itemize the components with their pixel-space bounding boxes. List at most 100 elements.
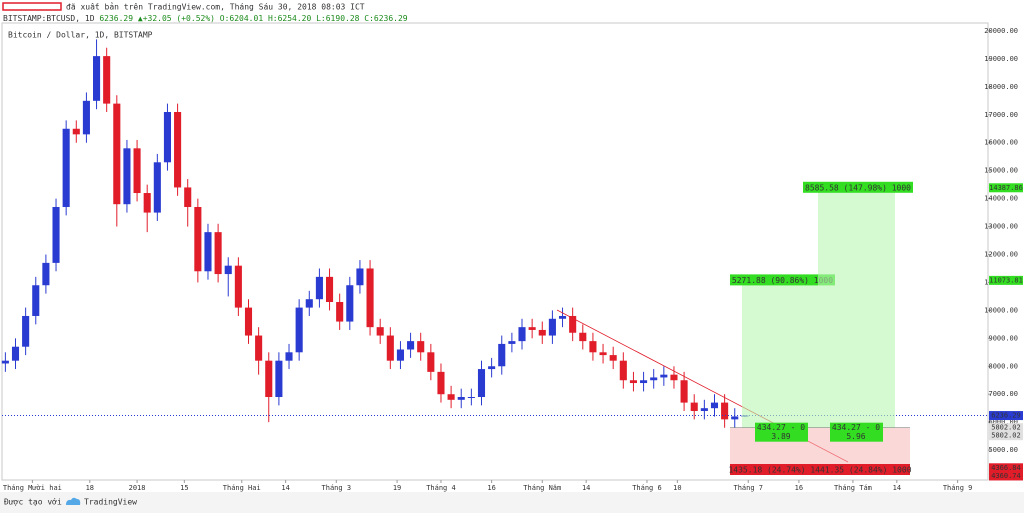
y-tick-label: 9000.00 <box>988 334 1018 342</box>
profit-zone <box>818 187 895 428</box>
candle-body <box>640 380 648 384</box>
entry-label-box <box>830 422 883 442</box>
x-tick-label: 18 <box>86 484 94 492</box>
candle-body <box>731 416 739 420</box>
candle-body <box>579 332 587 342</box>
price-label-box <box>989 431 1023 441</box>
candle-body <box>660 374 668 378</box>
target-label-box <box>803 181 913 193</box>
x-tick-label: 19 <box>393 484 401 492</box>
candle-body <box>427 352 435 372</box>
ratio-label: 5.96 <box>846 432 865 441</box>
candle-body <box>619 360 627 381</box>
target-label: 5271.88 (90.86%) 1000 <box>732 276 833 285</box>
candle-body <box>1 360 9 364</box>
candle-body <box>710 402 719 409</box>
price-label-box <box>989 423 1023 433</box>
x-tick-label: Tháng Tám <box>834 484 872 492</box>
candle-body <box>163 111 172 163</box>
candle-body <box>447 394 455 400</box>
candle-body <box>467 397 475 399</box>
x-tick-label: Tháng 7 <box>733 484 763 492</box>
stop-label-box <box>730 464 910 475</box>
candle-body <box>143 193 151 213</box>
candle-body <box>255 335 263 361</box>
footer-brand: TradingView <box>84 498 137 507</box>
candle-body <box>52 207 60 263</box>
axes: 5000.00 6000.00 7000.00 8000.00 9000.00 10000… <box>3 27 1023 492</box>
candle-body <box>366 268 374 328</box>
price-label: 4360.74 <box>991 472 1021 480</box>
candle-body <box>609 355 617 361</box>
price-label-box <box>989 411 1023 421</box>
profit-zone <box>742 280 818 428</box>
candle-body <box>518 327 526 342</box>
candle-body <box>123 148 131 205</box>
price-label-box <box>989 183 1023 193</box>
candle-body <box>285 352 293 361</box>
y-tick-label: 14000.00 <box>984 195 1018 203</box>
candle-body <box>93 56 101 101</box>
candle-body <box>558 315 567 319</box>
footer-text: Được tạo với <box>4 497 62 507</box>
y-tick-label: 10000.00 <box>984 306 1018 314</box>
candle-body <box>214 232 222 275</box>
candle-body <box>22 315 30 347</box>
candle-body <box>315 276 323 300</box>
price-label: 5802.02 <box>991 424 1021 432</box>
entry-label: 434.27 - 0 <box>832 423 880 432</box>
price-label: 6236.29 <box>991 412 1021 420</box>
header-line: BITSTAMP:BTCUSD, 1D 6236.29 ▲+32.05 (+0.… <box>3 14 408 23</box>
plot: 5271.88 (90.86%) 1000 434.27 - 0 3.89 8585.… <box>1 39 988 475</box>
y-tick-label: 5000.00 <box>988 446 1018 454</box>
candle-body <box>82 100 90 135</box>
symbol: BITSTAMP:BTCUSD, 1D <box>3 14 95 23</box>
brand-logo <box>66 497 81 505</box>
candle-body <box>234 265 242 308</box>
price-label: 14387.86 <box>989 184 1023 192</box>
candle-body <box>407 341 415 350</box>
candle-body <box>11 346 20 361</box>
chart-title: Bitcoin / Dollar, 1D, BITSTAMP <box>8 31 153 40</box>
candle-body <box>508 341 516 344</box>
candle-body <box>204 232 212 272</box>
candle-body <box>113 103 121 205</box>
x-tick-label: 14 <box>582 484 590 492</box>
footer-bar <box>0 492 1024 513</box>
target-label: 8585.58 (147.98%) 1000 <box>805 183 911 192</box>
y-tick-label: 6000.00 <box>988 418 1018 426</box>
candle-body <box>721 402 729 420</box>
candle-body <box>275 360 283 398</box>
candle-body <box>103 56 111 104</box>
candle-body <box>417 341 425 353</box>
candle-body <box>629 380 637 384</box>
candle-body <box>32 285 40 316</box>
candle-body <box>548 318 556 336</box>
x-tick-label: Tháng 6 <box>632 484 662 492</box>
candle-body <box>670 374 678 381</box>
stop-label: 1435.18 (24.74%) 1441.35 (24.84%) 1000 <box>728 466 911 475</box>
entry-label-box <box>755 422 808 442</box>
candle-body <box>305 299 313 308</box>
candle-body <box>184 187 192 208</box>
candle-body <box>376 327 384 336</box>
candle-body <box>457 397 465 400</box>
ratio-label: 3.89 <box>771 432 790 441</box>
x-tick-label: 2018 <box>129 484 146 492</box>
price-label-box <box>989 471 1023 481</box>
price-label: 4366.84 <box>991 464 1021 472</box>
candle-body <box>477 369 486 398</box>
candle-body <box>690 402 698 411</box>
candle-body <box>650 377 658 381</box>
candle-body <box>62 128 70 208</box>
price-label: 5802.02 <box>991 432 1021 440</box>
price-label: 11073.81 <box>989 276 1023 284</box>
candle-body <box>325 276 334 303</box>
redacted-author <box>2 2 62 11</box>
x-tick-label: 14 <box>281 484 289 492</box>
x-tick-label: 16 <box>795 484 803 492</box>
candle-body <box>194 207 202 272</box>
candle-body <box>72 128 80 135</box>
y-tick-label: 7000.00 <box>988 390 1018 398</box>
